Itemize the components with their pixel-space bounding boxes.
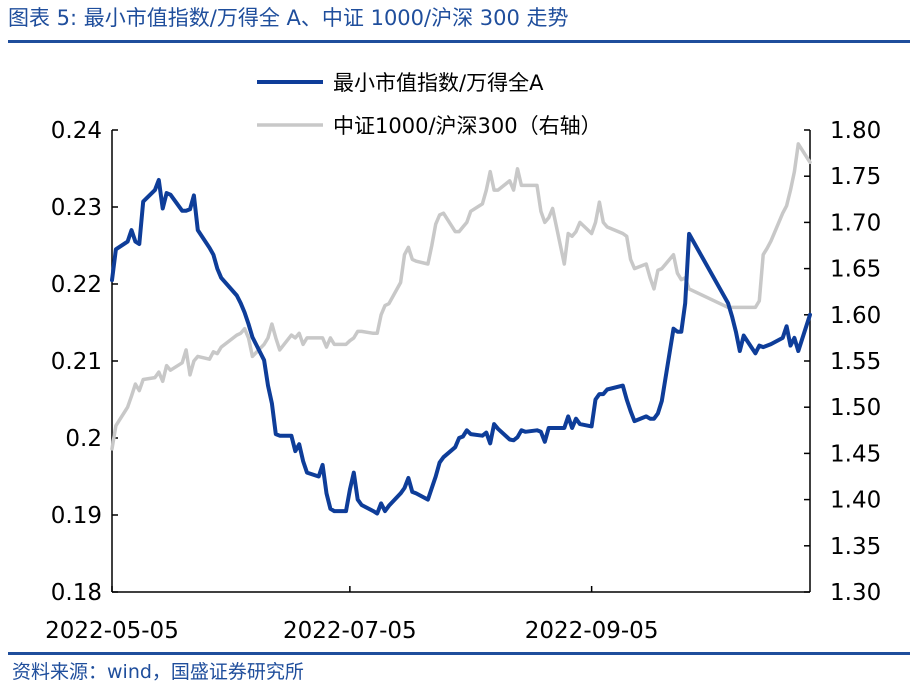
- footer-rule: [8, 652, 910, 655]
- y-right-tick-label: 1.80: [830, 118, 881, 144]
- legend-label: 最小市值指数/万得全A: [333, 71, 544, 95]
- y-right-tick-label: 1.35: [830, 534, 881, 560]
- source-note: 资料来源：wind，国盛证券研究所: [12, 661, 304, 683]
- y-right-tick-label: 1.50: [830, 395, 881, 421]
- y-right-tick-label: 1.40: [830, 488, 881, 514]
- chart-legend: 最小市值指数/万得全A 中证1000/沪深300（右轴）: [257, 71, 602, 138]
- x-tick-label: 2022-09-05: [525, 618, 659, 644]
- y-right-tick-label: 1.45: [830, 441, 881, 467]
- chart-series: [110, 142, 812, 516]
- y-left-tick-label: 0.18: [51, 580, 102, 606]
- y-right-tick-label: 1.70: [830, 210, 881, 236]
- y-right-tick-label: 1.30: [830, 580, 881, 606]
- y-right-tick-label: 1.55: [830, 349, 881, 375]
- y-left-tick-label: 0.21: [51, 349, 102, 375]
- y-left-tick-label: 0.19: [51, 503, 102, 529]
- y-right-tick-label: 1.75: [830, 164, 881, 190]
- legend-label: 中证1000/沪深300（右轴）: [333, 114, 602, 138]
- y-left-tick-label: 0.22: [51, 272, 102, 298]
- title-rule: [8, 40, 910, 43]
- series-line-csi1000-hs300-ratio: [110, 142, 812, 451]
- y-right-tick-label: 1.65: [830, 257, 881, 283]
- y-right-tick-label: 1.60: [830, 303, 881, 329]
- y-left-tick-label: 0.2: [65, 426, 102, 452]
- x-tick-label: 2022-05-05: [45, 618, 179, 644]
- figure-title: 图表 5: 最小市值指数/万得全 A、中证 1000/沪深 300 走势: [8, 6, 569, 30]
- chart-axes: 0.18 0.19 0.2 0.21 0.22 0.23 0.24 1.30 1.35 1.40 1…: [45, 118, 881, 644]
- series-line-small-cap-ratio: [110, 178, 812, 516]
- y-left-tick-label: 0.23: [51, 195, 102, 221]
- x-tick-label: 2022-07-05: [283, 618, 417, 644]
- y-left-tick-label: 0.24: [51, 118, 102, 144]
